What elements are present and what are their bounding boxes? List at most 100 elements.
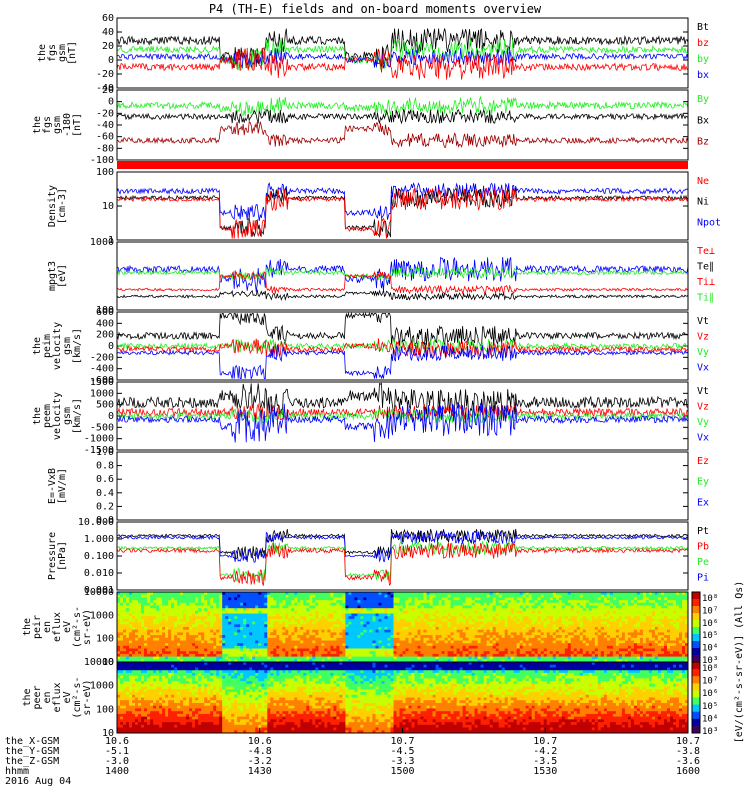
spectrogram-cell (189, 624, 193, 628)
spectrogram-cell (162, 643, 166, 647)
spectrogram-cell (492, 640, 497, 644)
spectrogram-cell (667, 627, 671, 631)
spectrogram-cell (249, 648, 253, 652)
spectrogram-cell (306, 627, 310, 631)
spectrogram-cell (321, 600, 325, 604)
spectrogram-cell (153, 608, 157, 612)
spectrogram-cell (579, 616, 584, 620)
spectrogram-cell (498, 637, 503, 641)
spectrogram-cell (237, 645, 241, 649)
spectrogram-cell (282, 653, 286, 657)
spectrogram-cell (630, 632, 635, 636)
spectrogram-cell (477, 656, 481, 660)
spectrogram-cell (351, 643, 355, 647)
spectrogram-cell (225, 616, 229, 620)
spectrogram-cell (252, 629, 256, 633)
spectrogram-cell (615, 659, 620, 663)
spectrogram-cell (246, 627, 250, 631)
spectrogram-cell (465, 616, 469, 620)
spectrogram-cell (369, 616, 373, 620)
spectrogram-cell (348, 613, 352, 617)
spectrogram-cell (561, 645, 566, 649)
spectrogram-cell (411, 597, 415, 601)
spectrogram-cell (342, 616, 346, 620)
spectrogram-cell (510, 618, 515, 622)
spectrogram-cell (642, 597, 647, 601)
spectrogram-cell (282, 592, 286, 596)
spectrogram-cell (144, 621, 148, 625)
spectrogram-cell (438, 635, 442, 639)
spectrogram-cell (645, 600, 650, 604)
spectrogram-cell (186, 621, 190, 625)
spectrogram-cell (207, 632, 211, 636)
spectrogram-cell (183, 608, 187, 612)
spectrogram-cell (630, 616, 635, 620)
spectrogram-cell (489, 643, 494, 647)
spectrogram-cell (546, 645, 551, 649)
spectrogram-cell (573, 651, 578, 655)
spectrogram-cell (651, 613, 656, 617)
spectrogram-cell (399, 637, 403, 641)
spectrogram-cell (519, 629, 524, 633)
spectrogram-cell (636, 602, 641, 606)
spectrogram-cell (567, 600, 572, 604)
spectrogram-cell (360, 605, 364, 609)
spectrogram-cell (567, 648, 572, 652)
spectrogram-cell (633, 600, 638, 604)
spectrogram-cell (483, 643, 487, 647)
spectrogram-cell (615, 597, 620, 601)
spectrogram-cell (354, 632, 358, 636)
spectrogram-cell (555, 651, 560, 655)
spectrogram-cell (336, 656, 340, 660)
spectrogram-cell (657, 605, 662, 609)
spectrogram-cell (156, 643, 160, 647)
spectrogram-cell (159, 632, 163, 636)
spectrogram-cell (195, 613, 199, 617)
spectrogram-cell (405, 597, 409, 601)
spectrogram-cell (351, 653, 355, 657)
spectrogram-cell (570, 592, 575, 596)
spectrogram-cell (195, 653, 199, 657)
spectrogram-cell (456, 659, 460, 663)
spectrogram-cell (603, 600, 608, 604)
spectrogram-cell (339, 597, 343, 601)
spectrogram-cell (645, 613, 650, 617)
spectrogram-cell (231, 610, 235, 614)
spectrogram-cell (300, 640, 304, 644)
spectrogram-cell (366, 613, 370, 617)
spectrogram-cell (357, 594, 361, 598)
spectrogram-cell (147, 610, 151, 614)
spectrogram-cell (393, 594, 397, 598)
spectrogram-cell (588, 629, 593, 633)
spectrogram-cell (576, 637, 581, 641)
spectrogram-cell (168, 594, 172, 598)
spectrogram-cell (573, 621, 578, 625)
spectrogram-cell (651, 621, 656, 625)
spectrogram-cell (279, 640, 283, 644)
spectrogram-cell (333, 656, 337, 660)
spectrogram-cell (453, 608, 457, 612)
spectrogram-cell (531, 653, 536, 657)
spectrogram-cell (642, 629, 647, 633)
spectrogram-cell (528, 608, 533, 612)
spectrogram-cell (582, 600, 587, 604)
spectrogram-cell (513, 605, 518, 609)
spectrogram-cell (153, 594, 157, 598)
spectrogram-cell (258, 640, 262, 644)
spectrogram-cell (579, 635, 584, 639)
spectrogram-cell (378, 621, 382, 625)
spectrogram-cell (477, 632, 481, 636)
spectrogram-cell (144, 594, 148, 598)
spectrogram-cell (453, 616, 457, 620)
spectrogram-cell (258, 645, 262, 649)
spectrogram-cell (294, 605, 298, 609)
spectrogram-cell (243, 635, 247, 639)
spectrogram-cell (402, 637, 406, 641)
spectrogram-cell (213, 653, 217, 657)
spectrogram-cell (237, 656, 241, 660)
spectrogram-cell (426, 645, 430, 649)
spectrogram-cell (603, 640, 608, 644)
spectrogram-cell (432, 635, 436, 639)
y-tick-label: 0.010 (84, 568, 114, 579)
spectrogram-cell (540, 616, 545, 620)
